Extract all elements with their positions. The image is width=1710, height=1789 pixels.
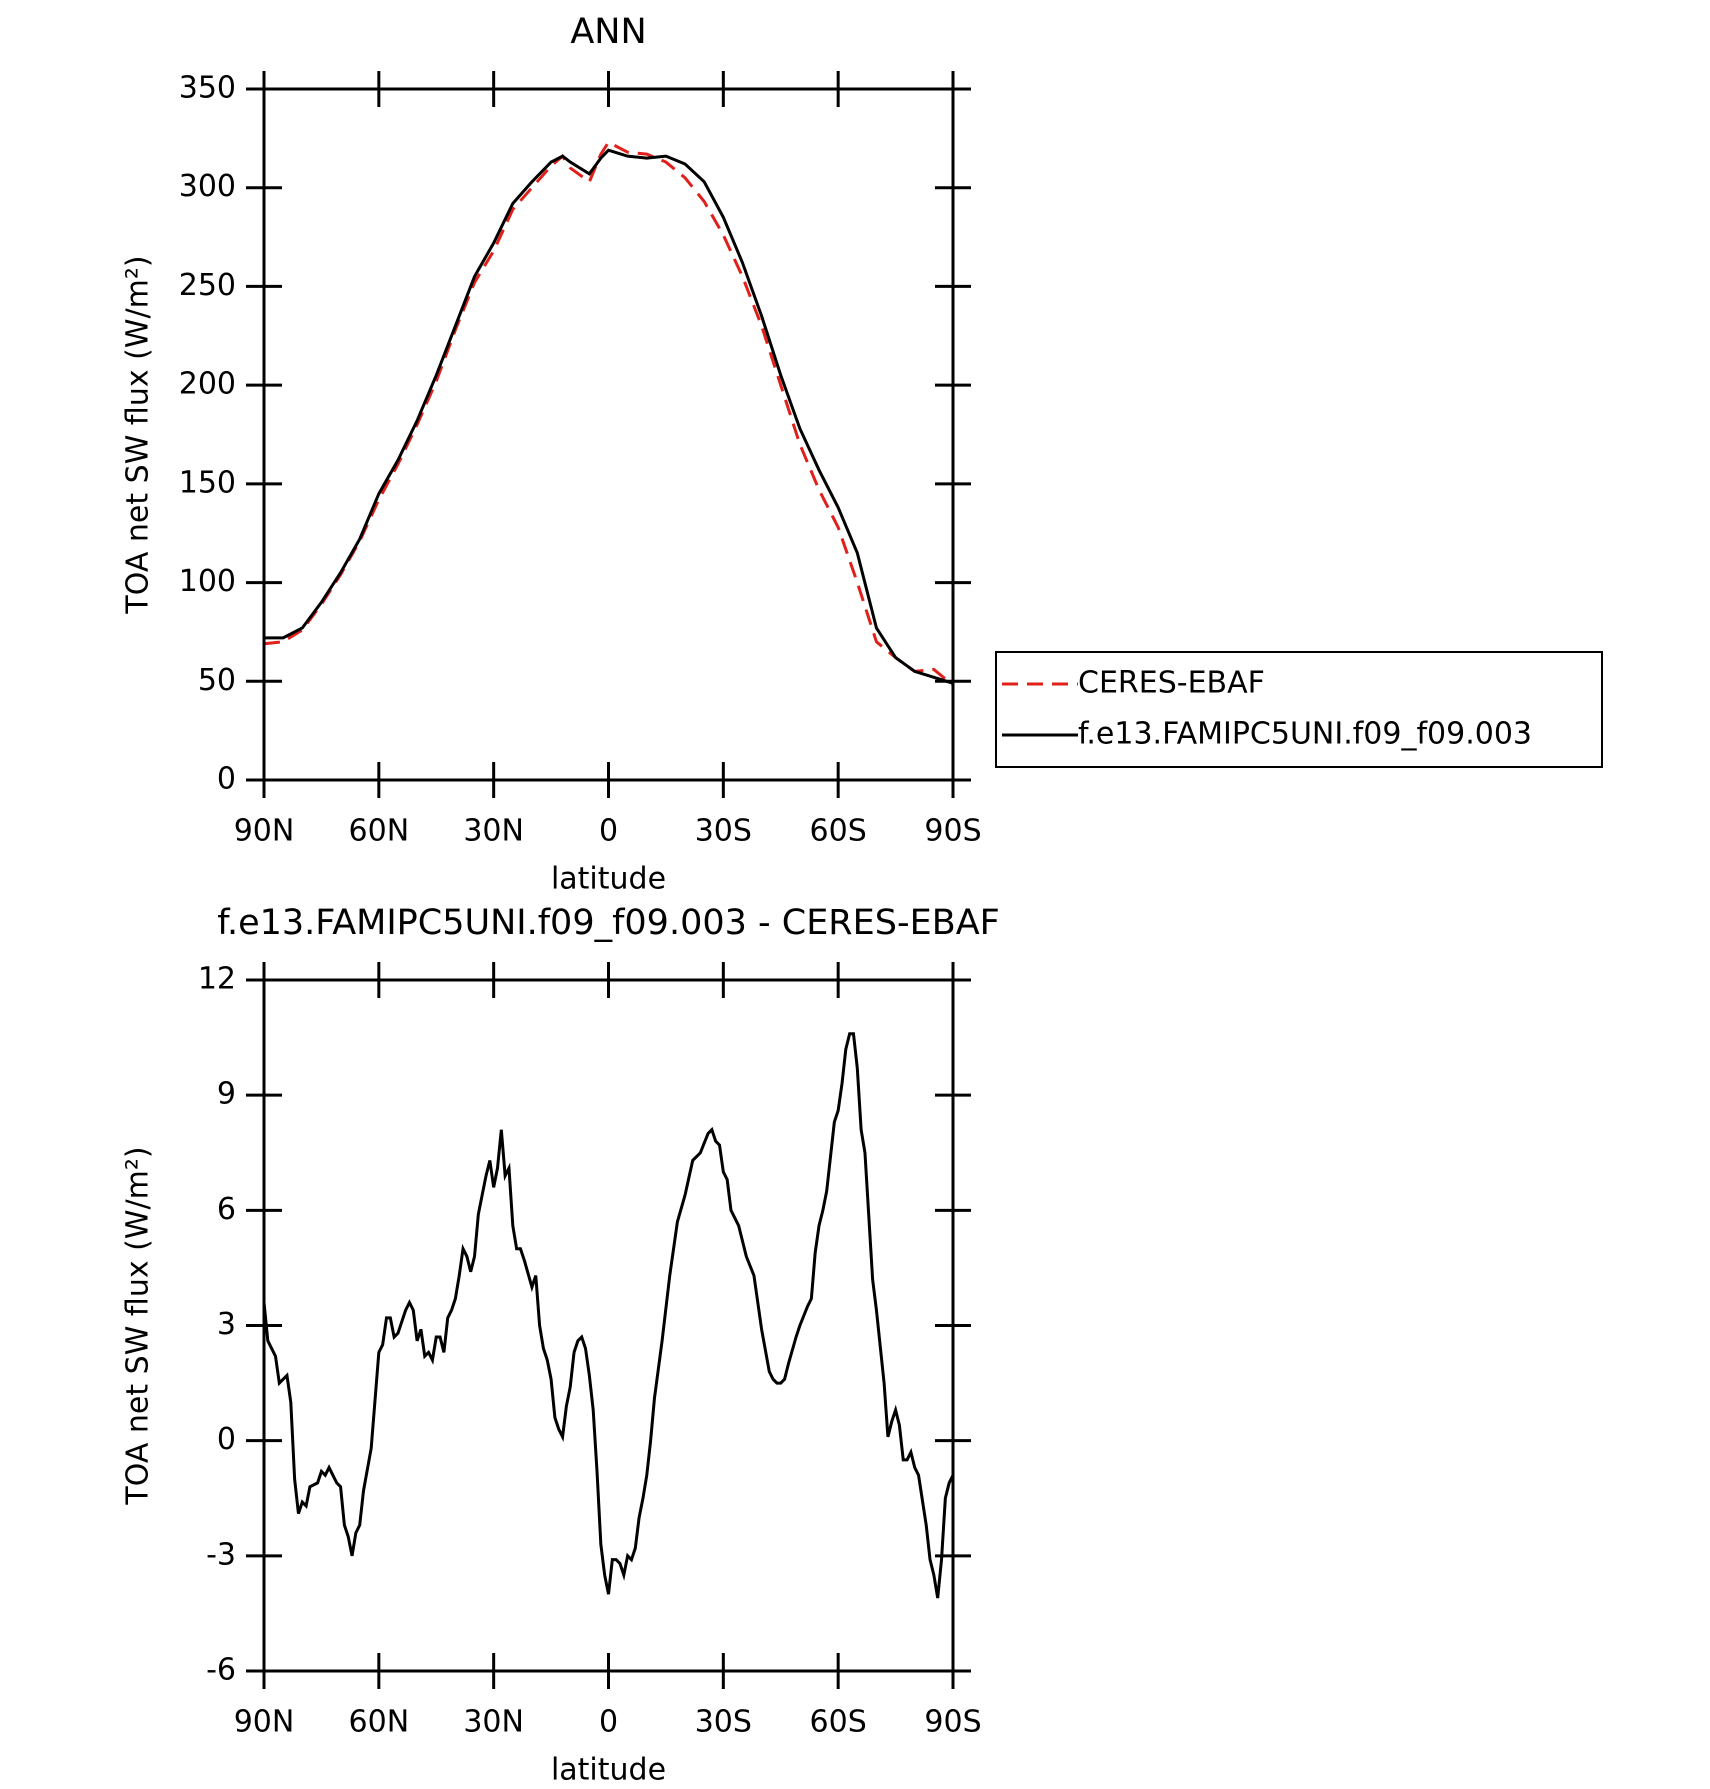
x-tick-label: 90N xyxy=(234,814,295,849)
x-axis-label: latitude xyxy=(551,1753,666,1788)
y-tick-label: 3 xyxy=(217,1307,236,1342)
y-tick-label: 0 xyxy=(217,1422,236,1457)
y-tick-label: 150 xyxy=(179,465,236,500)
chart-title: ANN xyxy=(570,12,646,52)
x-tick-label: 30S xyxy=(695,1705,752,1740)
legend-box xyxy=(995,651,1603,768)
plot-frame xyxy=(262,978,955,1673)
chart-title: f.e13.FAMIPC5UNI.f09_f09.003 - CERES-EBA… xyxy=(217,903,1000,943)
y-axis-label: TOA net SW flux (W/m²) xyxy=(121,255,156,614)
plot-frame xyxy=(262,87,955,782)
x-tick-label: 60S xyxy=(810,1705,867,1740)
legend-label: CERES-EBAF xyxy=(1078,666,1265,701)
y-tick-label: 0 xyxy=(217,762,236,797)
x-tick-label: 60N xyxy=(349,814,410,849)
x-tick-label: 90S xyxy=(924,1705,981,1740)
x-tick-label: 0 xyxy=(599,814,618,849)
data-line xyxy=(263,140,954,687)
x-tick-label: 60N xyxy=(349,1705,410,1740)
x-tick-label: 90N xyxy=(234,1705,295,1740)
y-tick-label: 200 xyxy=(179,367,236,402)
x-tick-label: 0 xyxy=(599,1705,618,1740)
legend-label: f.e13.FAMIPC5UNI.f09_f09.003 xyxy=(1078,717,1532,752)
y-tick-label: 12 xyxy=(198,962,236,997)
data-line xyxy=(262,1032,955,1599)
data-line xyxy=(264,148,954,685)
y-tick-label: 100 xyxy=(179,564,236,599)
y-axis-label: TOA net SW flux (W/m²) xyxy=(121,1146,156,1505)
y-tick-label: -6 xyxy=(206,1653,236,1688)
y-tick-label: -3 xyxy=(206,1537,236,1572)
x-tick-label: 30N xyxy=(463,814,524,849)
y-tick-label: 350 xyxy=(179,71,236,106)
y-tick-label: 300 xyxy=(179,169,236,204)
x-tick-label: 30N xyxy=(463,1705,524,1740)
x-axis-label: latitude xyxy=(551,862,666,897)
y-tick-label: 9 xyxy=(217,1077,236,1112)
x-tick-label: 30S xyxy=(695,814,752,849)
x-tick-label: 60S xyxy=(810,814,867,849)
y-tick-label: 6 xyxy=(217,1192,236,1227)
y-tick-label: 50 xyxy=(198,663,236,698)
x-tick-label: 90S xyxy=(924,814,981,849)
y-tick-label: 250 xyxy=(179,268,236,303)
